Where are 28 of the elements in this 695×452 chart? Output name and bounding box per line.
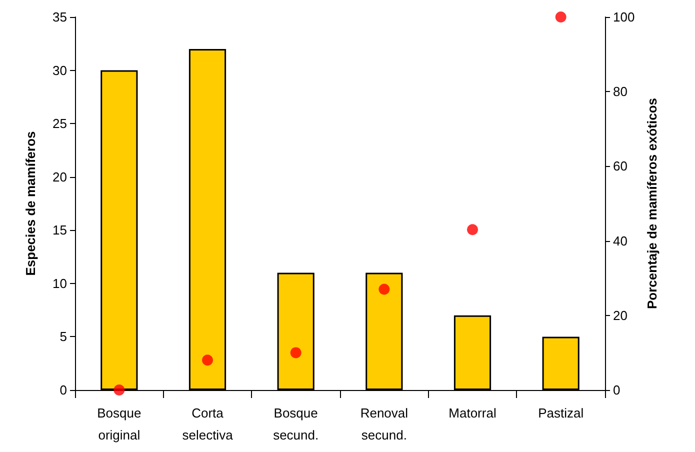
point — [202, 354, 213, 366]
point — [555, 12, 566, 22]
x-tick-label: Corta selectiva — [182, 406, 234, 442]
y-tick-label: 10 — [52, 276, 67, 291]
y2-tick-label: 100 — [613, 10, 635, 24]
y-tick-label: 15 — [52, 222, 67, 238]
y-tick-label: 35 — [52, 10, 67, 24]
y-tick-label: 20 — [52, 169, 67, 184]
point — [467, 224, 478, 236]
y-tick-label: 25 — [52, 116, 67, 132]
x-tick-label: Bosque original — [97, 406, 142, 442]
y2-tick-label: 80 — [613, 84, 628, 100]
y-tick-label: 0 — [60, 382, 67, 398]
point — [378, 284, 390, 295]
y2-tick-label: 20 — [613, 308, 628, 323]
y2-tick-label: 60 — [613, 158, 628, 174]
x-tick-label: Matorral — [448, 406, 496, 420]
y-axis-title: Especies de mamíferos — [23, 131, 38, 276]
y-tick-label: 5 — [60, 329, 67, 344]
y2-tick-label: 0 — [613, 382, 620, 398]
y-tick-label: 30 — [52, 62, 67, 78]
y2-tick-label: 40 — [613, 233, 628, 248]
point — [114, 384, 125, 396]
x-tick-label: Pastizal — [538, 406, 584, 420]
point — [290, 347, 302, 358]
x-tick-label: Bosque secund. — [273, 406, 319, 442]
x-tick-label: Renoval secund. — [360, 406, 408, 442]
y2-axis-title: Porcentaje de mamíferos exóticos — [644, 98, 660, 309]
